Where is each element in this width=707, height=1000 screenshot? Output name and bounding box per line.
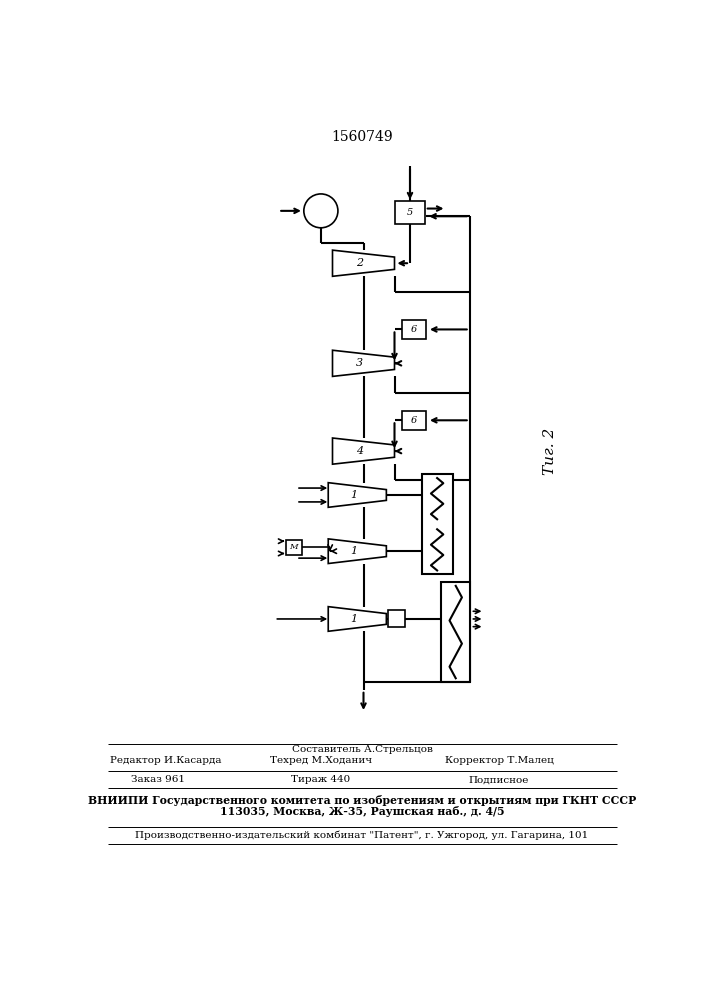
Bar [395, 201, 425, 224]
Bar [421, 474, 452, 574]
Text: 1: 1 [350, 546, 357, 556]
Text: 1: 1 [350, 614, 357, 624]
Text: 5: 5 [407, 208, 413, 217]
Text: Заказ 961: Заказ 961 [131, 775, 185, 784]
Text: Техред М.Ходанич: Техред М.Ходанич [270, 756, 372, 765]
Bar [402, 320, 426, 339]
Text: 1: 1 [350, 490, 357, 500]
Text: 6: 6 [411, 325, 417, 334]
Text: ВНИИПИ Государственного комитета по изобретениям и открытиям при ГКНТ СССР: ВНИИПИ Государственного комитета по изоб… [88, 795, 636, 806]
Text: 113035, Москва, Ж-35, Раушская наб., д. 4/5: 113035, Москва, Ж-35, Раушская наб., д. … [220, 806, 504, 817]
Text: Τиг. 2: Τиг. 2 [542, 427, 556, 475]
Text: 3: 3 [356, 358, 363, 368]
Text: M: M [289, 543, 298, 551]
Text: 4: 4 [356, 446, 363, 456]
Text: 2: 2 [356, 258, 363, 268]
Text: Подписное: Подписное [469, 775, 530, 784]
Bar [402, 411, 426, 430]
Text: Тираж 440: Тираж 440 [291, 775, 351, 784]
Bar [286, 540, 301, 555]
Text: 6: 6 [411, 416, 417, 425]
Bar [387, 610, 404, 627]
Text: Редактор И.Касарда: Редактор И.Касарда [110, 756, 221, 765]
Bar [441, 582, 470, 682]
Text: Составитель А.Стрельцов: Составитель А.Стрельцов [291, 745, 433, 754]
Text: 1560749: 1560749 [331, 130, 393, 144]
Text: Производственно-издательский комбинат "Патент", г. Ужгород, ул. Гагарина, 101: Производственно-издательский комбинат "П… [135, 831, 588, 840]
Text: Корректор Т.Малец: Корректор Т.Малец [445, 756, 554, 765]
